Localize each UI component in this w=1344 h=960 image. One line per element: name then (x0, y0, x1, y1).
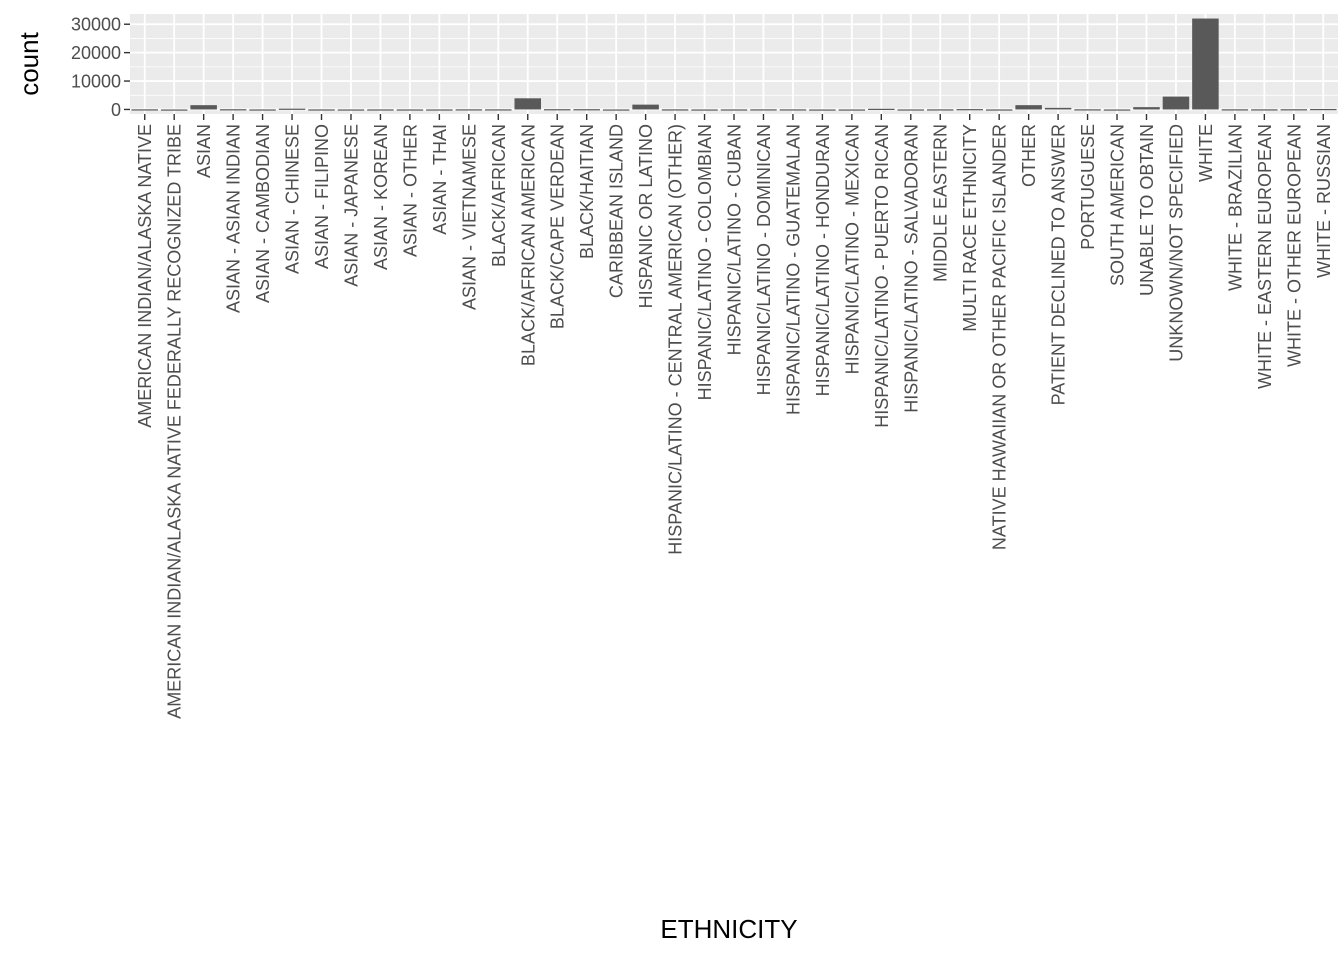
x-tick-label: SOUTH AMERICAN (1108, 124, 1128, 286)
x-tick-label: HISPANIC/LATINO - HONDURAN (813, 124, 833, 396)
bar (543, 109, 571, 111)
y-tick-label: 0 (111, 100, 121, 120)
x-tick-label: AMERICAN INDIAN/ALASKA NATIVE FEDERALLY … (165, 124, 185, 719)
bar (1162, 96, 1190, 110)
x-tick-label: PORTUGUESE (1078, 124, 1098, 250)
y-tick-label: 20000 (71, 43, 121, 63)
bar (632, 104, 659, 110)
bar (1133, 107, 1160, 110)
x-tick-label: HISPANIC/LATINO - GUATEMALAN (783, 124, 803, 415)
x-tick-label: HISPANIC OR LATINO (636, 124, 656, 308)
bar (1103, 109, 1131, 111)
bar (190, 105, 217, 110)
bar (1310, 108, 1337, 111)
bar (219, 109, 247, 111)
y-axis-title: count (14, 31, 44, 95)
bar (278, 108, 306, 110)
bar (720, 109, 748, 111)
x-tick-label: PATIENT DECLINED TO ANSWER (1049, 124, 1069, 405)
y-axis-ticks: 0 10000 20000 30000 (71, 15, 130, 120)
x-tick-label: HISPANIC/LATINO - COLOMBIAN (695, 124, 715, 400)
bars (131, 18, 1337, 111)
bar (691, 109, 718, 111)
bar (485, 109, 512, 111)
x-tick-label: UNKNOWN/NOT SPECIFIED (1166, 124, 1186, 362)
bar (897, 109, 925, 111)
x-tick-label: WHITE - RUSSIAN (1314, 124, 1334, 278)
bar (1280, 109, 1308, 111)
x-tick-label: BLACK/AFRICAN AMERICAN (518, 124, 538, 366)
x-tick-label: ASIAN - ASIAN INDIAN (224, 124, 244, 313)
x-tick-label: NATIVE HAWAIIAN OR OTHER PACIFIC ISLANDE… (990, 124, 1010, 550)
bar (956, 109, 983, 111)
bar (985, 109, 1013, 111)
x-tick-label: AMERICAN INDIAN/ALASKA NATIVE (135, 124, 155, 428)
x-tick-label: HISPANIC/LATINO - PUERTO RICAN (872, 124, 892, 428)
x-tick-label: MULTI RACE ETHNICITY (960, 124, 980, 332)
y-tick-label: 10000 (71, 72, 121, 92)
x-tick-label: ASIAN - THAI (430, 124, 450, 235)
bar (750, 109, 777, 111)
bar (308, 109, 335, 111)
x-tick-label: BLACK/CAPE VERDEAN (548, 124, 568, 329)
x-tick-label: ASIAN - OTHER (400, 124, 420, 257)
x-tick-label: BLACK/AFRICAN (489, 124, 509, 267)
x-tick-label: ASIAN - FILIPINO (312, 124, 332, 269)
x-tick-label: CARIBBEAN ISLAND (607, 124, 627, 298)
bar (868, 108, 895, 110)
x-tick-label: HISPANIC/LATINO - MEXICAN (842, 124, 862, 374)
x-tick-label: ASIAN - KOREAN (371, 124, 391, 270)
bar (249, 109, 276, 111)
bar (602, 109, 630, 111)
grid-lines (130, 14, 1338, 114)
x-tick-label: BLACK/HAITIAN (577, 124, 597, 259)
bar (779, 109, 807, 111)
x-axis-title: ETHNICITY (660, 914, 797, 944)
x-tick-label: ASIAN - JAPANESE (341, 124, 361, 287)
bar (337, 109, 365, 111)
x-tick-label: ASIAN - CAMBODIAN (253, 124, 273, 303)
bar (573, 109, 600, 111)
bar (1074, 109, 1101, 111)
bar (131, 109, 158, 111)
x-tick-label: WHITE - EASTERN EUROPEAN (1255, 124, 1275, 389)
bar (1044, 107, 1072, 110)
bar (514, 98, 542, 110)
bar (396, 109, 424, 111)
bar (1221, 109, 1249, 111)
x-tick-label: HISPANIC/LATINO - DOMINICAN (754, 124, 774, 395)
x-tick-label: HISPANIC/LATINO - CUBAN (725, 124, 745, 355)
x-tick-label: ASIAN (194, 124, 214, 178)
y-tick-label: 30000 (71, 15, 121, 35)
bar (1192, 18, 1219, 110)
x-tick-label: UNABLE TO OBTAIN (1137, 124, 1157, 296)
x-tick-label: ASIAN - VIETNAMESE (459, 124, 479, 310)
bar (1015, 105, 1042, 110)
x-tick-label: WHITE - OTHER EUROPEAN (1284, 124, 1304, 367)
x-tick-label: HISPANIC/LATINO - CENTRAL AMERICAN (OTHE… (666, 124, 686, 555)
x-tick-label: MIDDLE EASTERN (931, 124, 951, 282)
bar (367, 109, 394, 111)
bar (661, 109, 689, 111)
x-tick-label: OTHER (1019, 124, 1039, 187)
x-tick-label: ASIAN - CHINESE (283, 124, 303, 274)
bar (838, 109, 866, 111)
x-tick-label: WHITE - BRAZILIAN (1225, 124, 1245, 291)
bar (926, 109, 954, 111)
x-axis-ticks: AMERICAN INDIAN/ALASKA NATIVE AMERICAN IN… (135, 114, 1334, 719)
x-tick-label: HISPANIC/LATINO - SALVADORAN (901, 124, 921, 413)
x-tick-label: WHITE (1196, 124, 1216, 182)
bar (426, 109, 453, 111)
bar (455, 109, 483, 111)
bar (160, 109, 188, 111)
bar (809, 109, 836, 111)
bar (1251, 109, 1278, 111)
